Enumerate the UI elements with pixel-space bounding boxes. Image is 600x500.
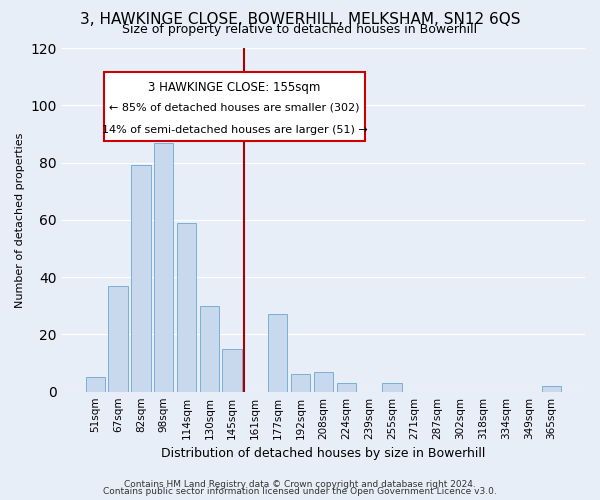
Bar bbox=[154, 142, 173, 392]
Text: Size of property relative to detached houses in Bowerhill: Size of property relative to detached ho… bbox=[122, 22, 478, 36]
Bar bbox=[131, 166, 151, 392]
Bar bbox=[382, 383, 401, 392]
Text: ← 85% of detached houses are smaller (302): ← 85% of detached houses are smaller (30… bbox=[109, 103, 360, 113]
Bar bbox=[542, 386, 561, 392]
Bar bbox=[223, 348, 242, 392]
Bar bbox=[86, 378, 105, 392]
X-axis label: Distribution of detached houses by size in Bowerhill: Distribution of detached houses by size … bbox=[161, 447, 485, 460]
Text: 14% of semi-detached houses are larger (51) →: 14% of semi-detached houses are larger (… bbox=[101, 126, 367, 136]
Bar bbox=[314, 372, 333, 392]
Bar bbox=[268, 314, 287, 392]
Text: Contains public sector information licensed under the Open Government Licence v3: Contains public sector information licen… bbox=[103, 487, 497, 496]
Bar bbox=[177, 222, 196, 392]
Bar bbox=[337, 383, 356, 392]
Bar bbox=[291, 374, 310, 392]
Y-axis label: Number of detached properties: Number of detached properties bbox=[15, 132, 25, 308]
Text: 3, HAWKINGE CLOSE, BOWERHILL, MELKSHAM, SN12 6QS: 3, HAWKINGE CLOSE, BOWERHILL, MELKSHAM, … bbox=[80, 12, 520, 28]
Text: 3 HAWKINGE CLOSE: 155sqm: 3 HAWKINGE CLOSE: 155sqm bbox=[148, 80, 320, 94]
FancyBboxPatch shape bbox=[104, 72, 365, 141]
Bar bbox=[200, 306, 219, 392]
Bar bbox=[109, 286, 128, 392]
Text: Contains HM Land Registry data © Crown copyright and database right 2024.: Contains HM Land Registry data © Crown c… bbox=[124, 480, 476, 489]
